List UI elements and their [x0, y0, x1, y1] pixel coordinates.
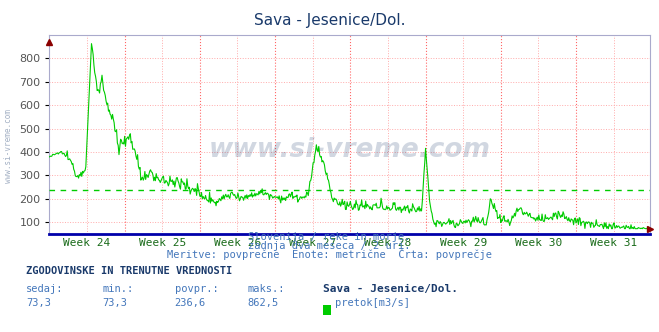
Text: zadnja dva meseca / 2 uri.: zadnja dva meseca / 2 uri.: [248, 241, 411, 251]
Text: povpr.:: povpr.:: [175, 284, 218, 294]
Text: maks.:: maks.:: [247, 284, 285, 294]
Text: sedaj:: sedaj:: [26, 284, 64, 294]
Text: Sava - Jesenice/Dol.: Sava - Jesenice/Dol.: [254, 13, 405, 28]
Text: 73,3: 73,3: [26, 298, 51, 308]
Text: Sava - Jesenice/Dol.: Sava - Jesenice/Dol.: [323, 284, 458, 294]
Text: www.si-vreme.com: www.si-vreme.com: [209, 137, 491, 163]
Text: min.:: min.:: [102, 284, 133, 294]
Text: Slovenija / reke in morje.: Slovenija / reke in morje.: [248, 232, 411, 242]
Text: pretok[m3/s]: pretok[m3/s]: [335, 298, 410, 308]
Text: www.si-vreme.com: www.si-vreme.com: [4, 109, 13, 183]
Text: 862,5: 862,5: [247, 298, 278, 308]
Text: Meritve: povprečne  Enote: metrične  Črta: povprečje: Meritve: povprečne Enote: metrične Črta:…: [167, 248, 492, 260]
Text: 73,3: 73,3: [102, 298, 127, 308]
Text: ZGODOVINSKE IN TRENUTNE VREDNOSTI: ZGODOVINSKE IN TRENUTNE VREDNOSTI: [26, 266, 233, 276]
Text: 236,6: 236,6: [175, 298, 206, 308]
